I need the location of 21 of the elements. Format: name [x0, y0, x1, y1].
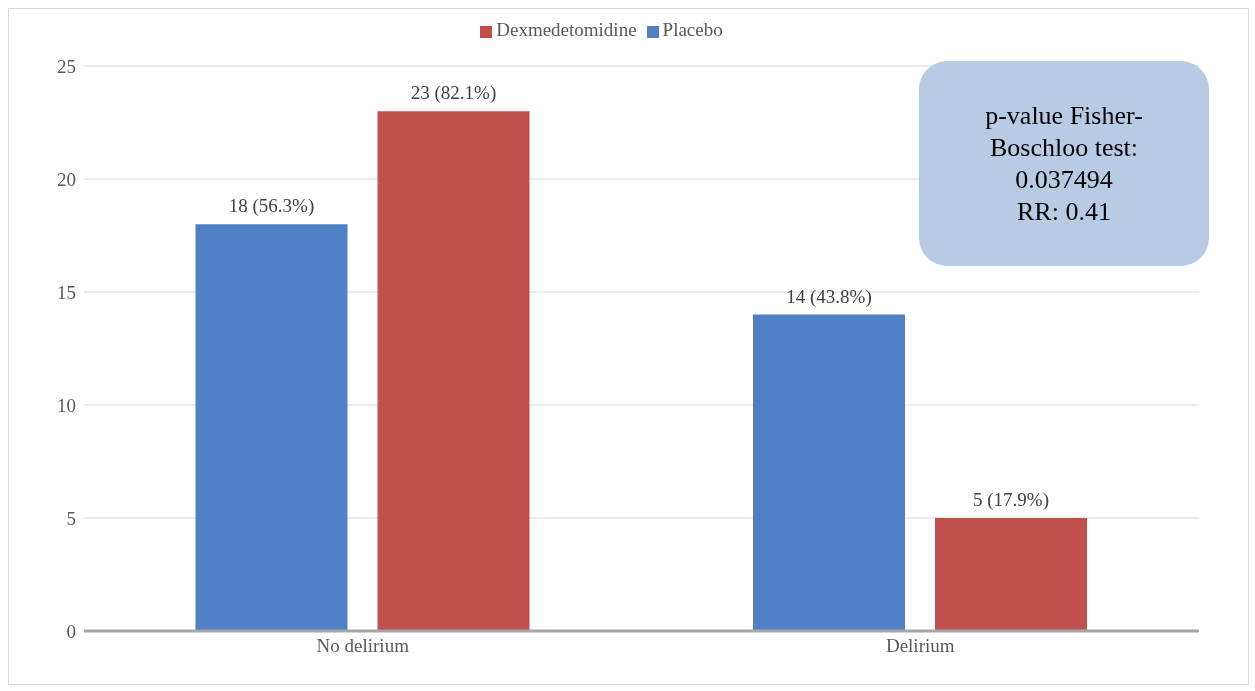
bar: [935, 518, 1087, 631]
y-tick-label: 25: [57, 55, 76, 77]
y-tick-label: 5: [66, 507, 76, 529]
bar: [195, 224, 348, 631]
bar: [753, 314, 905, 631]
data-label: 5 (17.9%): [973, 489, 1049, 511]
note-box: p-value Fisher-Boschloo test: 0.037494 RR: 0.41: [919, 61, 1209, 266]
data-label: 14 (43.8%): [786, 285, 872, 308]
x-tick-label: Delirium: [885, 635, 955, 657]
annotation: RR: 0.41: [1016, 195, 1112, 228]
data-label: 23 (82.1%): [410, 82, 497, 105]
annotation: p-value Fisher-Boschloo test: 0.037494: [984, 99, 1144, 196]
y-tick-label: 15: [57, 281, 76, 303]
y-tick-label: 0: [66, 620, 76, 642]
y-tick-label: 10: [57, 394, 76, 416]
data-label: 18 (56.3%): [228, 195, 315, 218]
y-tick-label: 20: [57, 168, 76, 190]
x-tick-label: No delirium: [316, 635, 410, 657]
legend-label: Placebo: [662, 19, 723, 40]
bar: [377, 111, 530, 631]
legend-label: Dexmedetomidine: [496, 19, 637, 40]
